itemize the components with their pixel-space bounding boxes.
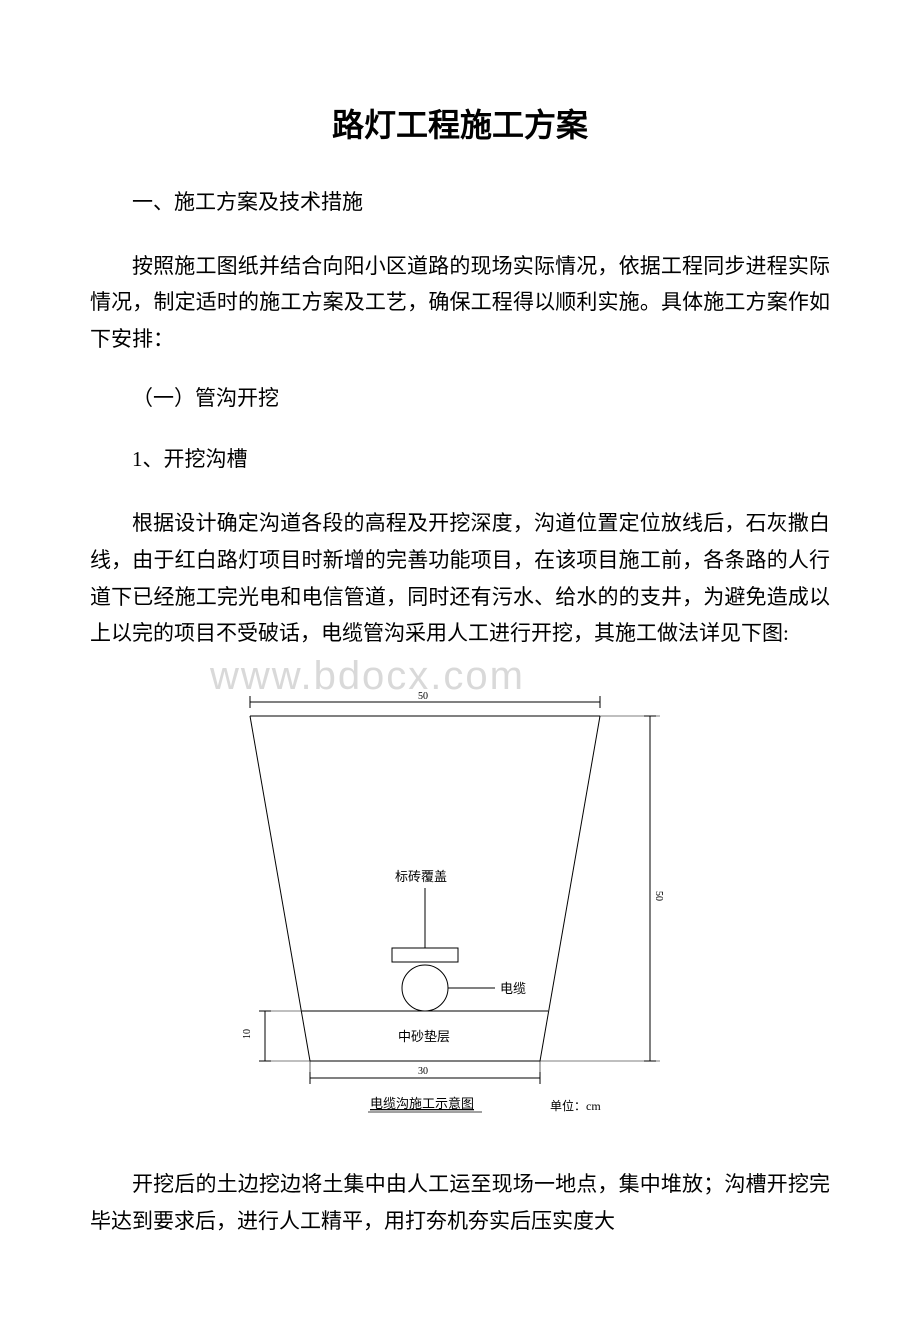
diagram-caption: 电缆沟施工示意图 <box>370 1096 474 1111</box>
label-bed: 中砂垫层 <box>398 1029 450 1044</box>
dim-left: 10 <box>242 1029 253 1039</box>
document-title: 路灯工程施工方案 <box>90 100 830 146</box>
diagram-unit: 单位：cm <box>550 1098 601 1113</box>
dim-bottom: 30 <box>418 1066 428 1077</box>
paragraph-1: 按照施工图纸并结合向阳小区道路的现场实际情况，依据工程同步进程实际情况，制定适时… <box>90 248 830 358</box>
heading-1: 一、施工方案及技术措施 <box>90 186 830 220</box>
trench-diagram: www.bdocx.com 50 标砖覆盖 电缆 中砂垫层 50 <box>180 676 740 1136</box>
paragraph-2: 根据设计确定沟道各段的高程及开挖深度，沟道位置定位放线后，石灰撒白线，由于红白路… <box>90 505 830 652</box>
dim-top: 50 <box>418 691 428 702</box>
dim-right: 50 <box>653 891 664 901</box>
heading-2: （一）管沟开挖 <box>90 382 830 416</box>
label-cable: 电缆 <box>500 981 526 996</box>
label-cover: 标砖覆盖 <box>395 869 447 884</box>
paragraph-3: 开挖后的土边挖边将土集中由人工运至现场一地点，集中堆放；沟槽开挖完毕达到要求后，… <box>90 1166 830 1240</box>
heading-3: 1、开挖沟槽 <box>90 443 830 477</box>
